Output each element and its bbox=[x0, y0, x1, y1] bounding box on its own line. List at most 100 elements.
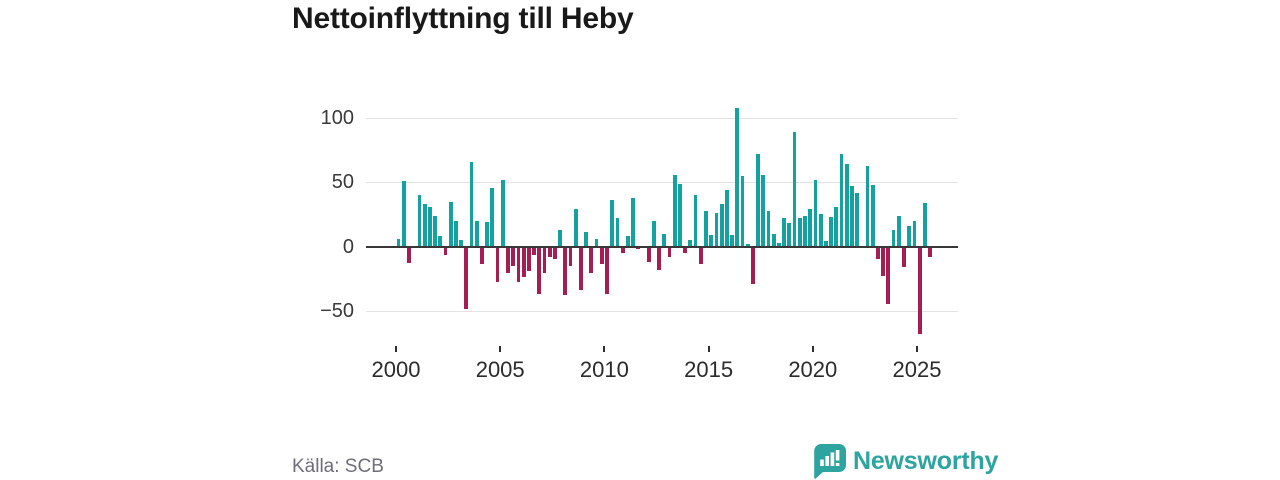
bar-negative bbox=[657, 246, 662, 270]
bar-negative bbox=[553, 246, 557, 260]
bar-positive bbox=[808, 209, 813, 247]
bar-positive bbox=[688, 240, 693, 247]
bar-negative bbox=[516, 246, 521, 283]
bar-negative bbox=[407, 246, 411, 264]
bar-positive bbox=[724, 190, 729, 247]
bar-positive bbox=[652, 220, 656, 247]
bar-positive bbox=[839, 154, 844, 247]
bar-negative bbox=[547, 246, 552, 257]
bar-positive bbox=[761, 174, 766, 247]
x-axis-tick-mark bbox=[707, 346, 710, 352]
bar-positive bbox=[594, 238, 599, 247]
x-axis-tick-mark bbox=[811, 346, 814, 352]
bar-positive bbox=[672, 174, 677, 247]
bar-negative bbox=[568, 246, 573, 266]
bar-positive bbox=[922, 202, 927, 247]
bar-positive bbox=[678, 183, 682, 247]
bar-negative bbox=[495, 246, 500, 283]
bar-positive bbox=[469, 161, 474, 247]
x-axis-tick-mark bbox=[395, 346, 397, 352]
y-axis-tick-label: −50 bbox=[320, 299, 354, 322]
bar-positive bbox=[474, 220, 479, 247]
y-axis-tick-label: 100 bbox=[320, 107, 354, 130]
bar-positive bbox=[756, 154, 761, 247]
page-title: Nettoinflyttning till Heby bbox=[292, 2, 634, 35]
bar-positive bbox=[438, 236, 443, 247]
bar-negative bbox=[589, 246, 594, 274]
bar-positive bbox=[792, 132, 797, 247]
bar-positive bbox=[584, 232, 589, 247]
bar-negative bbox=[464, 246, 469, 310]
bar-negative bbox=[646, 246, 651, 262]
bar-positive bbox=[787, 223, 792, 247]
bar-positive bbox=[850, 186, 854, 247]
bar-positive bbox=[891, 229, 896, 247]
x-axis-zero-line bbox=[366, 245, 958, 248]
bar-positive bbox=[865, 165, 870, 247]
bar-negative bbox=[636, 246, 641, 250]
bar-positive bbox=[834, 206, 839, 247]
bar-positive bbox=[777, 242, 781, 247]
bar-negative bbox=[526, 246, 531, 271]
bar-negative bbox=[506, 246, 510, 274]
gridline-y100 bbox=[366, 118, 958, 119]
bar-negative bbox=[876, 246, 880, 260]
bar-positive bbox=[907, 225, 912, 247]
bar-negative bbox=[751, 246, 755, 284]
bar-positive bbox=[870, 184, 875, 247]
bar-positive bbox=[719, 204, 724, 247]
bar-positive bbox=[813, 179, 818, 247]
bar-negative bbox=[542, 246, 547, 274]
bar-negative bbox=[521, 246, 526, 278]
bar-positive bbox=[693, 195, 698, 247]
bar-negative bbox=[917, 246, 922, 334]
bar-positive bbox=[829, 217, 833, 247]
x-axis-tick-label: 2020 bbox=[788, 357, 838, 382]
bar-positive bbox=[417, 195, 422, 247]
x-axis-tick-label: 2005 bbox=[475, 357, 525, 382]
bar-positive bbox=[771, 233, 776, 247]
bar-negative bbox=[537, 246, 542, 294]
bar-positive bbox=[573, 209, 578, 247]
bar-negative bbox=[443, 246, 448, 256]
bar-positive bbox=[797, 218, 802, 247]
bar-positive bbox=[631, 197, 635, 247]
newsworthy-logo: Newsworthy bbox=[812, 442, 998, 480]
bar-positive bbox=[818, 214, 823, 247]
bar-positive bbox=[709, 234, 714, 247]
bar-positive bbox=[610, 200, 615, 247]
x-axis-tick-mark bbox=[603, 346, 606, 352]
bar-positive bbox=[427, 206, 432, 247]
bar-positive bbox=[855, 192, 860, 247]
bar-negative bbox=[886, 246, 891, 305]
bar-positive bbox=[730, 234, 734, 247]
bar-positive bbox=[459, 240, 464, 247]
bar-positive bbox=[625, 236, 630, 247]
bar-positive bbox=[448, 201, 453, 247]
bar-positive bbox=[844, 164, 849, 247]
x-axis-tick-label: 2000 bbox=[371, 357, 421, 382]
bar-negative bbox=[698, 246, 703, 265]
bar-negative bbox=[683, 246, 688, 253]
bar-positive bbox=[735, 108, 740, 247]
bar-negative bbox=[480, 246, 484, 265]
bar-positive bbox=[704, 210, 708, 247]
newsworthy-chart-bubble-icon bbox=[814, 443, 846, 479]
bar-negative bbox=[902, 246, 906, 267]
bar-negative bbox=[532, 246, 536, 256]
bar-positive bbox=[823, 241, 828, 247]
bar-positive bbox=[896, 215, 901, 247]
bar-positive bbox=[912, 220, 917, 247]
gridline-y-50 bbox=[366, 311, 958, 312]
bar-negative bbox=[620, 246, 625, 253]
bar-positive bbox=[422, 204, 427, 247]
bar-positive bbox=[396, 238, 401, 247]
gridline-y50 bbox=[366, 182, 958, 183]
bar-positive bbox=[803, 215, 807, 247]
newsworthy-logo-text: Newsworthy bbox=[853, 446, 999, 475]
y-axis-tick-label: 50 bbox=[331, 171, 354, 194]
bar-negative bbox=[928, 246, 932, 257]
source-label: Källa: SCB bbox=[292, 456, 384, 477]
